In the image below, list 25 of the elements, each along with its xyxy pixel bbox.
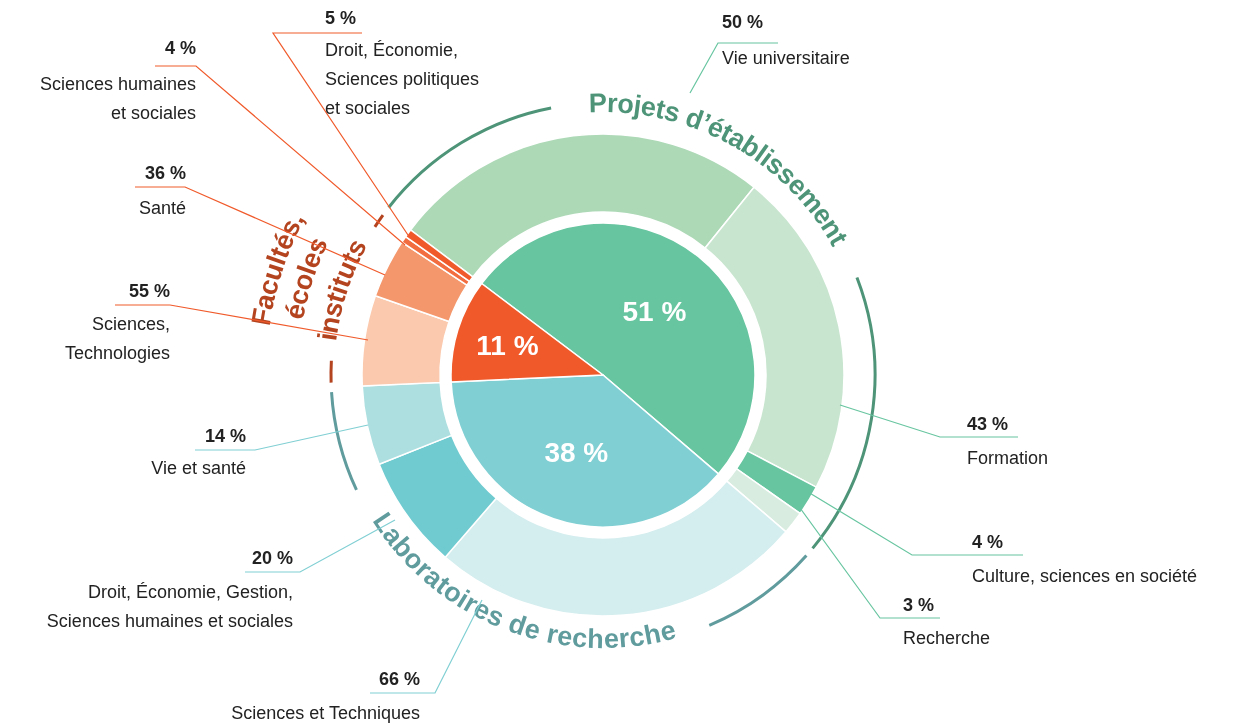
slice-label: Vie universitaire xyxy=(722,48,850,68)
slice-label: Formation xyxy=(967,448,1049,468)
slice-label: Sciences et Techniques xyxy=(231,703,420,723)
data-label: 20 % xyxy=(251,548,293,568)
slice-label: Vie et santé xyxy=(151,458,246,478)
data-label: 14 % xyxy=(204,426,246,446)
slice-label: Culture, sciences en société xyxy=(972,566,1198,586)
slice-label: Droit, Économie, Sciences politiques et sociales xyxy=(325,40,480,118)
data-label: 11 % xyxy=(476,329,539,361)
data-label: 3 % xyxy=(903,595,935,615)
data-label: 36 % xyxy=(144,163,186,183)
slice-label: Santé xyxy=(138,198,186,218)
data-label: 50 % xyxy=(722,12,764,32)
data-label: 66 % xyxy=(378,669,420,689)
data-label: 55 % xyxy=(128,281,170,301)
data-label: 4 % xyxy=(164,38,196,58)
slice-label: Sciences, Technologies xyxy=(64,314,170,363)
slice-label: Droit, Économie, Gestion, Sciences humaines et sociales xyxy=(46,582,293,631)
slice-label: Recherche xyxy=(903,628,991,648)
data-label: 38 % xyxy=(544,437,609,469)
data-label: 5 % xyxy=(325,8,357,28)
data-label: 4 % xyxy=(972,532,1004,552)
data-label: 51 % xyxy=(622,295,687,327)
data-label: 43 % xyxy=(967,414,1009,434)
slice-label: Sciences humaines et sociales xyxy=(39,74,196,123)
